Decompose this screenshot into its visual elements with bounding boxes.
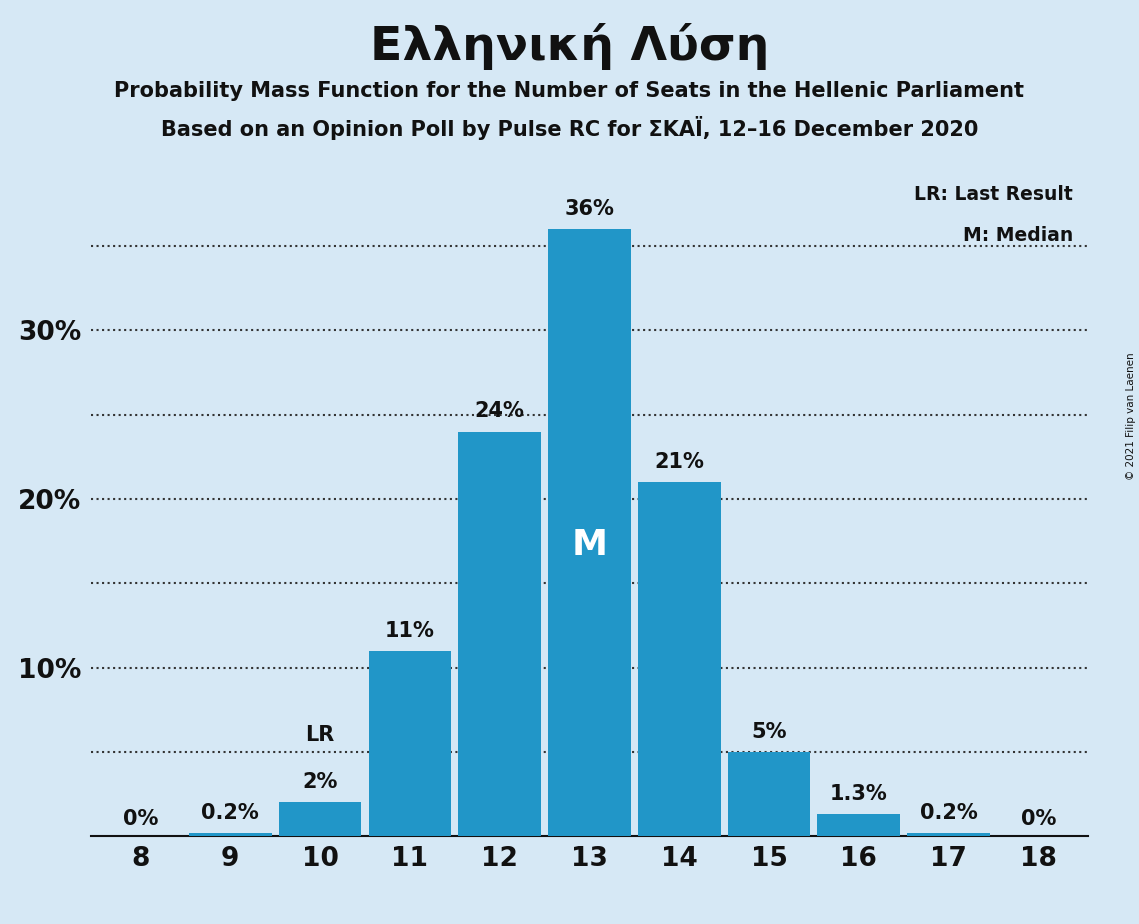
Text: 21%: 21% xyxy=(654,452,704,472)
Bar xyxy=(728,752,810,836)
Bar xyxy=(908,833,990,836)
Bar xyxy=(279,802,361,836)
Text: © 2021 Filip van Laenen: © 2021 Filip van Laenen xyxy=(1126,352,1136,480)
Text: LR: Last Result: LR: Last Result xyxy=(913,186,1073,204)
Text: 0%: 0% xyxy=(1021,809,1056,830)
Text: Ελληνική Λύση: Ελληνική Λύση xyxy=(370,23,769,70)
Bar xyxy=(638,482,721,836)
Bar xyxy=(369,650,451,836)
Bar xyxy=(458,432,541,836)
Text: Based on an Opinion Poll by Pulse RC for ΣΚΑΪ, 12–16 December 2020: Based on an Opinion Poll by Pulse RC for… xyxy=(161,116,978,140)
Text: Probability Mass Function for the Number of Seats in the Hellenic Parliament: Probability Mass Function for the Number… xyxy=(115,81,1024,102)
Text: M: Median: M: Median xyxy=(962,225,1073,245)
Bar xyxy=(548,229,631,836)
Text: 2%: 2% xyxy=(302,772,338,793)
Text: 0.2%: 0.2% xyxy=(202,803,260,822)
Text: 36%: 36% xyxy=(565,199,614,219)
Text: 24%: 24% xyxy=(475,401,525,421)
Text: LR: LR xyxy=(305,725,335,745)
Text: 11%: 11% xyxy=(385,621,435,640)
Bar xyxy=(818,814,900,836)
Text: 5%: 5% xyxy=(752,722,787,742)
Text: 0%: 0% xyxy=(123,809,158,830)
Text: 1.3%: 1.3% xyxy=(830,784,887,804)
Bar xyxy=(189,833,271,836)
Text: 0.2%: 0.2% xyxy=(919,803,977,822)
Text: M: M xyxy=(572,528,607,562)
